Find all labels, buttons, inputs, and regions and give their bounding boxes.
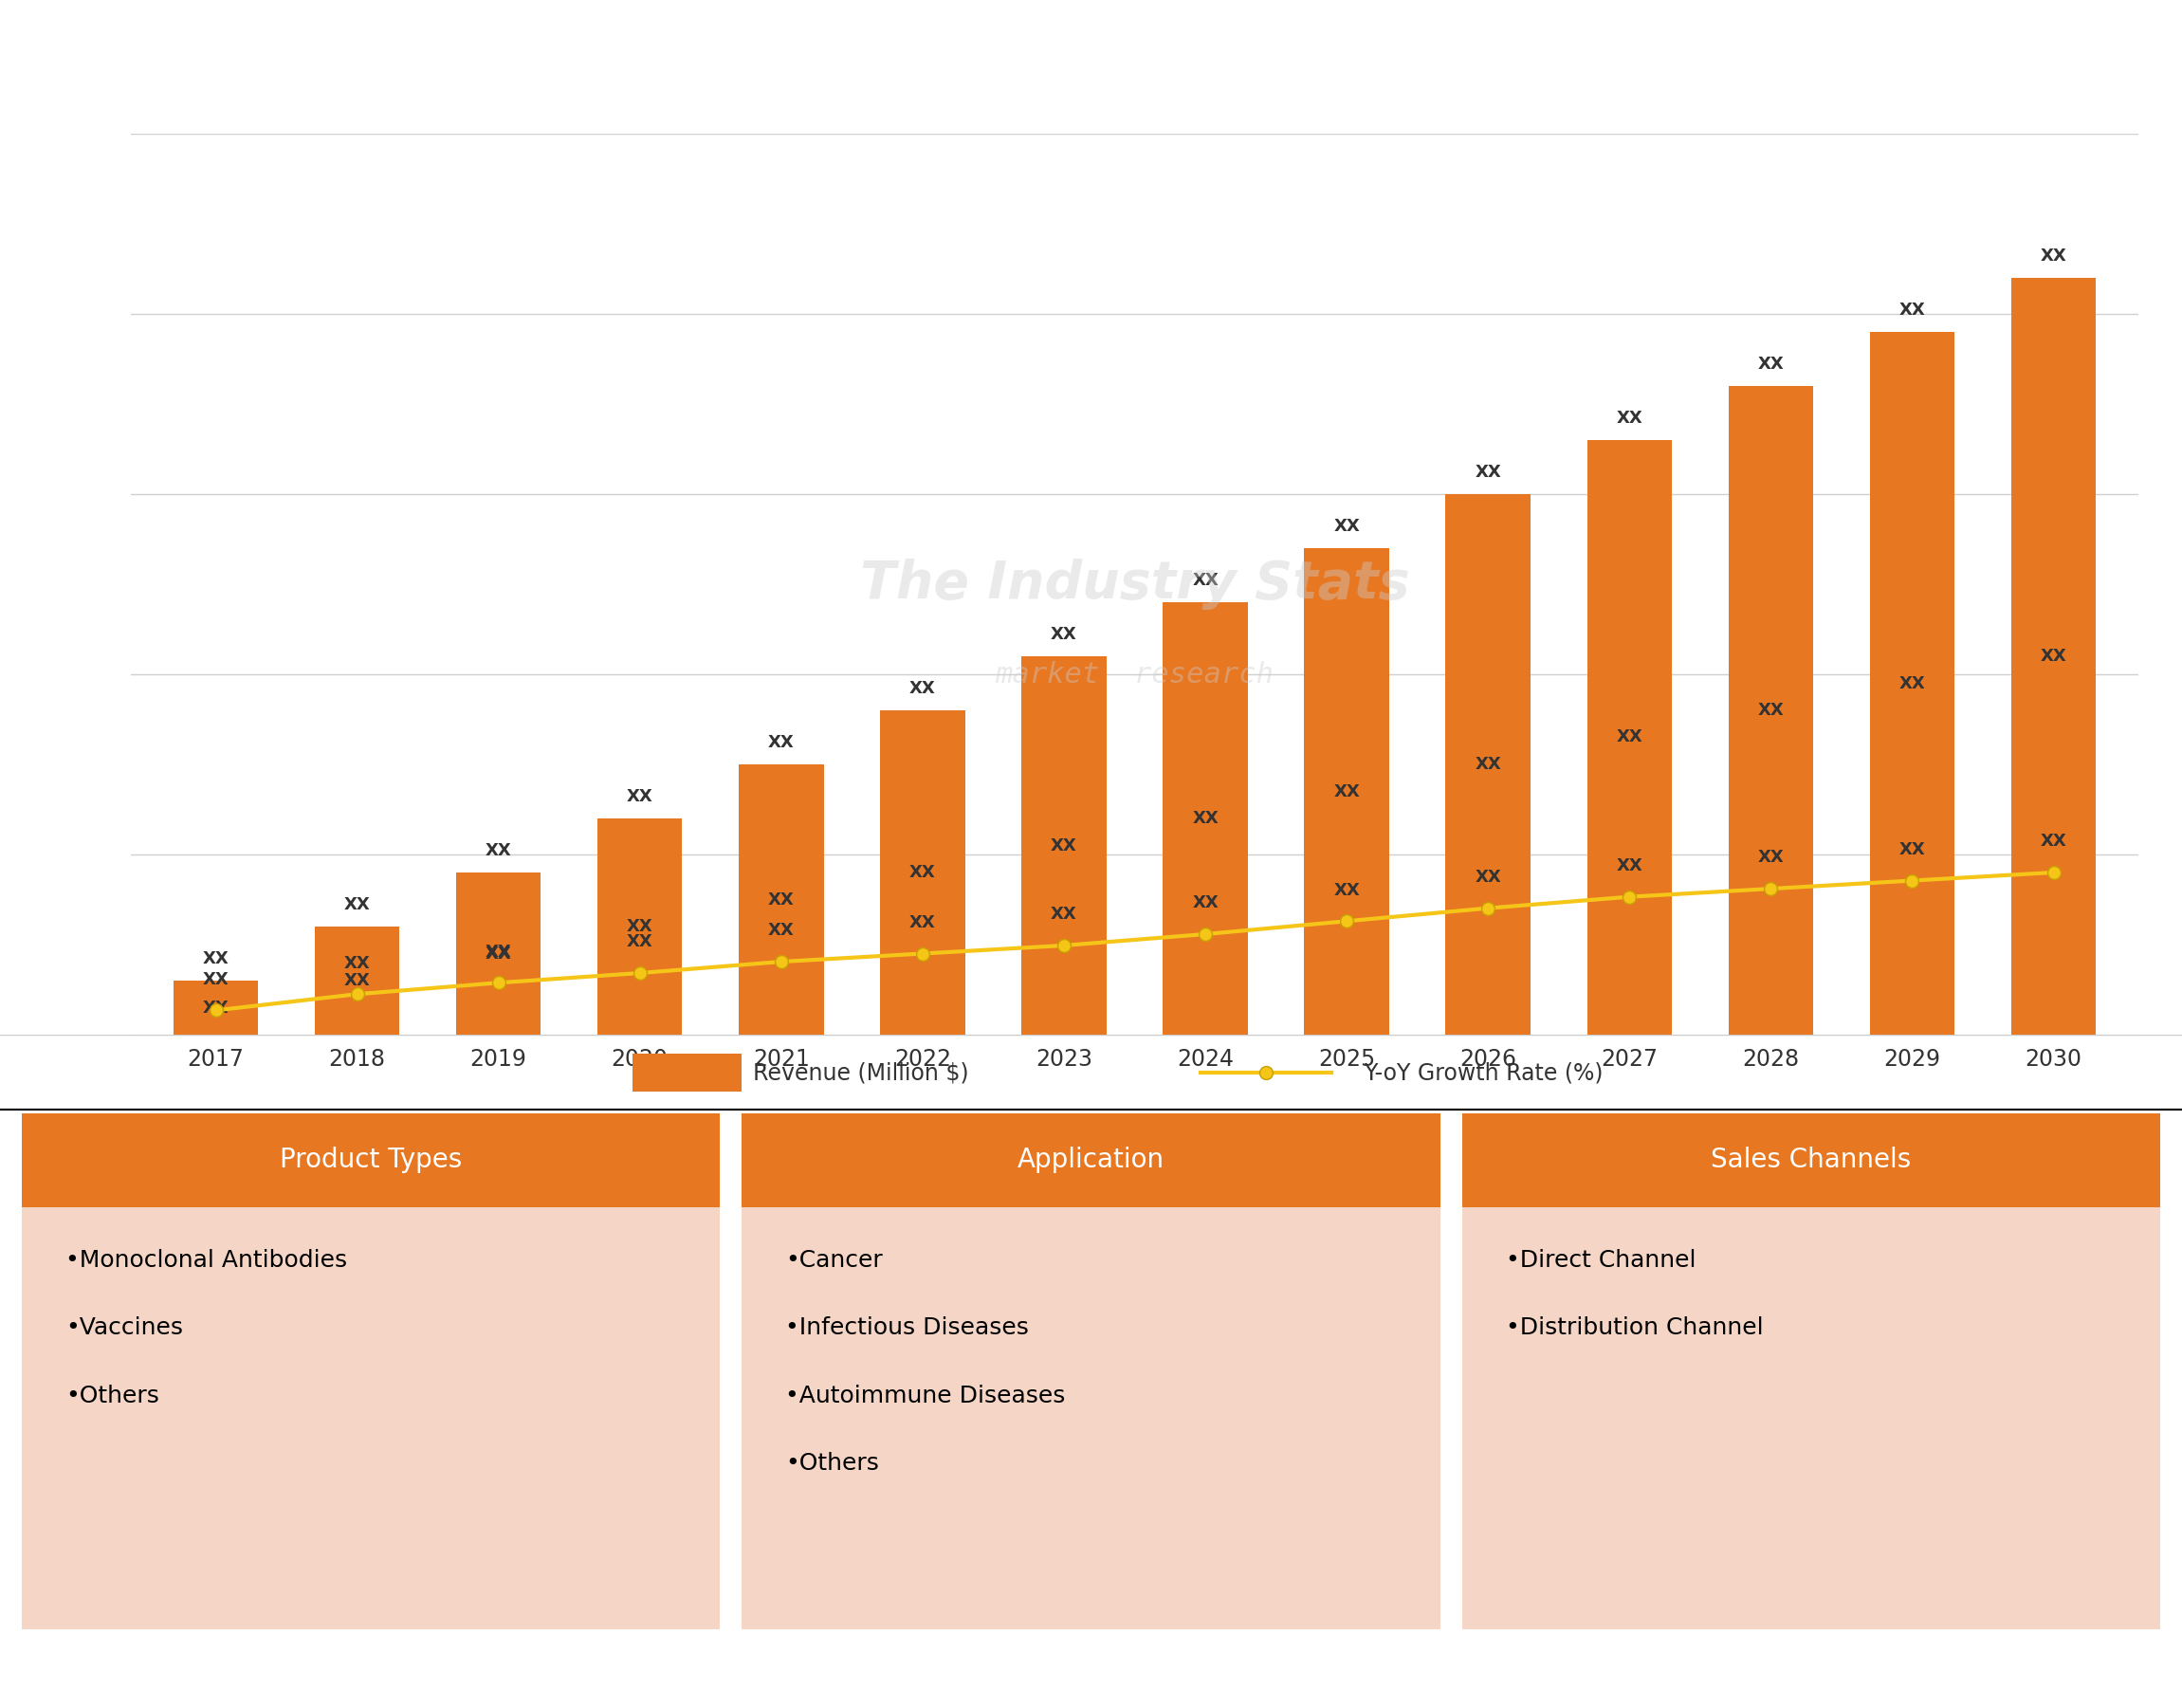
Text: Website: www.theindustrystats.com: Website: www.theindustrystats.com <box>1484 1660 1916 1679</box>
Text: •Distribution Channel: •Distribution Channel <box>1506 1317 1763 1339</box>
Text: XX: XX <box>2040 647 2066 664</box>
Text: Fig. Global Immunotherapy Market Status and Outlook: Fig. Global Immunotherapy Market Status … <box>44 60 936 87</box>
Text: Revenue (Million $): Revenue (Million $) <box>753 1061 969 1085</box>
Text: Email: sales@theindustrystats.com: Email: sales@theindustrystats.com <box>829 1660 1248 1679</box>
Text: Source: Theindustrystats Analysis: Source: Theindustrystats Analysis <box>109 1660 515 1679</box>
Text: •Infectious Diseases: •Infectious Diseases <box>786 1317 1030 1339</box>
Text: XX: XX <box>768 734 794 752</box>
FancyBboxPatch shape <box>633 1054 742 1091</box>
Text: XX: XX <box>1333 782 1359 799</box>
Bar <box>879 711 964 1035</box>
Bar <box>172 980 257 1035</box>
Text: XX: XX <box>768 922 794 939</box>
FancyBboxPatch shape <box>742 1114 1440 1208</box>
Text: XX: XX <box>768 892 794 909</box>
Text: XX: XX <box>1475 869 1501 886</box>
Text: XX: XX <box>1759 355 1785 372</box>
Bar <box>1728 386 1813 1035</box>
Bar <box>740 765 823 1035</box>
Text: XX: XX <box>2040 248 2066 265</box>
Text: XX: XX <box>1617 410 1643 427</box>
Text: XX: XX <box>1191 810 1218 827</box>
Bar <box>2012 278 2097 1035</box>
Text: Sales Channels: Sales Channels <box>1711 1146 1911 1173</box>
Text: XX: XX <box>1052 625 1078 642</box>
Text: XX: XX <box>345 972 371 989</box>
FancyBboxPatch shape <box>1462 1114 2160 1629</box>
Text: Product Types: Product Types <box>279 1146 463 1173</box>
Text: XX: XX <box>484 943 511 960</box>
Text: XX: XX <box>2040 834 2066 851</box>
Text: XX: XX <box>484 842 511 859</box>
Text: XX: XX <box>1333 881 1359 898</box>
Text: •Direct Channel: •Direct Channel <box>1506 1249 1695 1271</box>
Bar <box>314 926 399 1035</box>
Text: XX: XX <box>910 864 936 881</box>
FancyBboxPatch shape <box>742 1114 1440 1629</box>
Text: XX: XX <box>484 945 511 962</box>
Text: XX: XX <box>1191 572 1218 589</box>
Text: XX: XX <box>1898 840 1925 857</box>
Text: XX: XX <box>1898 301 1925 318</box>
Text: XX: XX <box>626 787 652 804</box>
Bar <box>1870 331 1955 1035</box>
FancyBboxPatch shape <box>22 1114 720 1208</box>
Text: XX: XX <box>1617 729 1643 746</box>
Text: XX: XX <box>626 917 652 934</box>
Text: •Cancer: •Cancer <box>786 1249 884 1271</box>
Text: XX: XX <box>1052 837 1078 854</box>
Text: The Industry Stats: The Industry Stats <box>860 559 1410 610</box>
Text: XX: XX <box>203 950 229 967</box>
Text: XX: XX <box>203 970 229 987</box>
Bar <box>598 818 683 1035</box>
Text: Application: Application <box>1017 1146 1165 1173</box>
FancyBboxPatch shape <box>22 1114 720 1629</box>
Bar <box>1447 494 1530 1035</box>
Text: XX: XX <box>910 914 936 931</box>
Text: XX: XX <box>910 680 936 697</box>
Text: XX: XX <box>1475 757 1501 774</box>
Bar <box>1021 656 1106 1035</box>
Text: XX: XX <box>1617 857 1643 874</box>
Text: •Autoimmune Diseases: •Autoimmune Diseases <box>786 1385 1065 1407</box>
Text: •Others: •Others <box>65 1385 159 1407</box>
Bar <box>1163 603 1248 1035</box>
Text: Y-oY Growth Rate (%): Y-oY Growth Rate (%) <box>1364 1061 1604 1085</box>
Bar <box>1305 548 1390 1035</box>
Text: •Monoclonal Antibodies: •Monoclonal Antibodies <box>65 1249 347 1271</box>
Text: XX: XX <box>1759 702 1785 719</box>
Bar <box>456 873 541 1035</box>
Text: XX: XX <box>1052 905 1078 922</box>
Text: XX: XX <box>1191 895 1218 912</box>
Text: XX: XX <box>345 897 371 914</box>
Text: •Others: •Others <box>786 1452 879 1476</box>
Text: XX: XX <box>626 934 652 951</box>
Text: XX: XX <box>345 955 371 972</box>
Text: XX: XX <box>1333 518 1359 535</box>
Text: market  research: market research <box>995 661 1274 688</box>
FancyBboxPatch shape <box>1462 1114 2160 1208</box>
Text: XX: XX <box>1475 463 1501 480</box>
Text: XX: XX <box>203 999 229 1016</box>
Text: •Vaccines: •Vaccines <box>65 1317 183 1339</box>
Text: XX: XX <box>1898 675 1925 692</box>
Bar <box>1586 441 1671 1035</box>
Text: XX: XX <box>1759 849 1785 866</box>
